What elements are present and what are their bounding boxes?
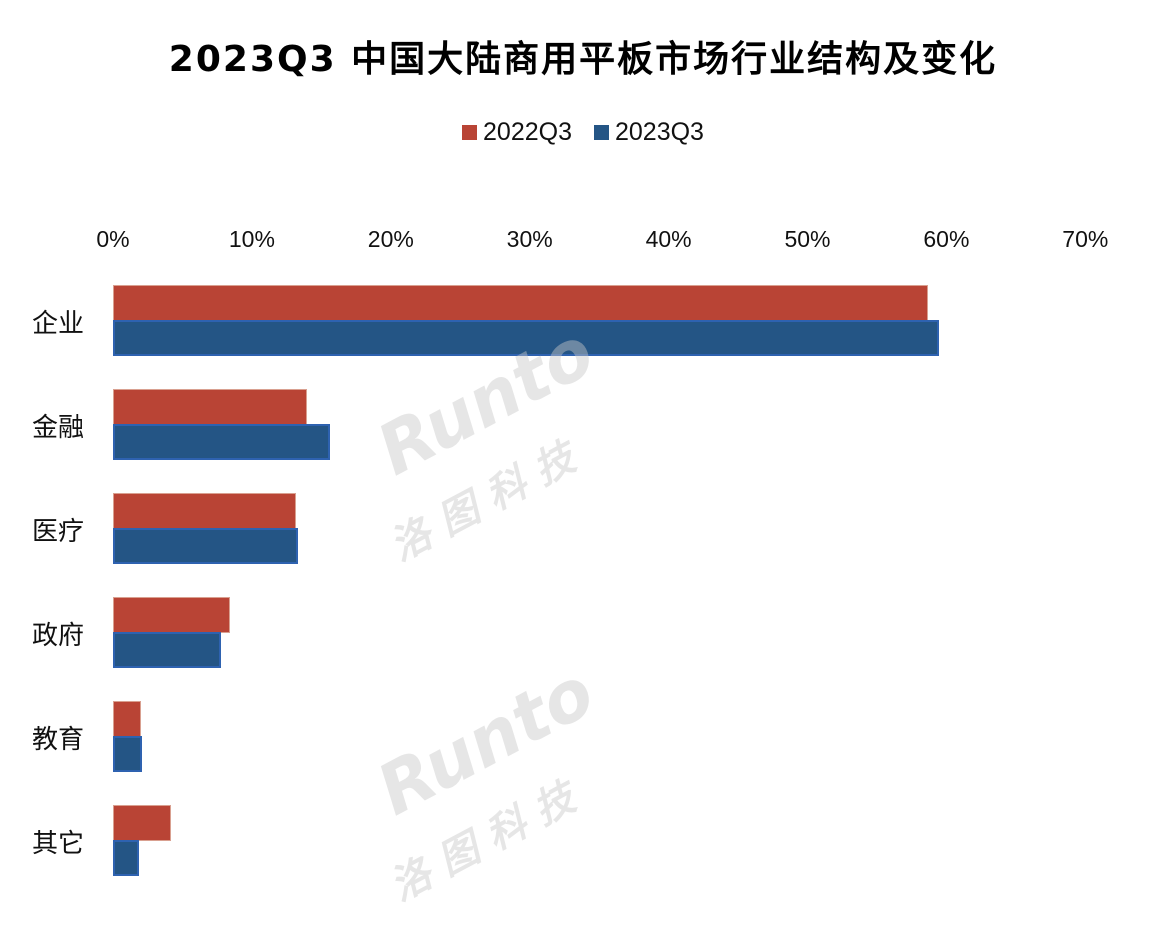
category-label: 政府: [32, 621, 85, 651]
bar-2023q3: [113, 424, 330, 460]
category-label: 企业: [32, 309, 85, 339]
bar-2022q3: [113, 805, 172, 841]
legend-label: 2023Q3: [615, 118, 704, 146]
legend-item-2023q3: 2023Q3: [594, 118, 704, 147]
bar-2023q3: [113, 528, 298, 564]
bar-2023q3: [113, 736, 143, 772]
legend-label: 2022Q3: [483, 118, 572, 146]
bar-2022q3: [113, 701, 141, 737]
legend-item-2022q3: 2022Q3: [462, 118, 572, 147]
x-tick-label: 0%: [96, 226, 130, 252]
bar-2023q3: [113, 632, 222, 668]
x-tick-label: 40%: [645, 226, 692, 252]
x-tick-label: 30%: [506, 226, 553, 252]
bar-2022q3: [113, 493, 297, 529]
x-tick-label: 60%: [923, 226, 970, 252]
x-tick-label: 20%: [367, 226, 414, 252]
category-label: 金融: [32, 413, 85, 443]
bar-2023q3: [113, 320, 940, 356]
legend: 2022Q3 2023Q3: [0, 118, 1166, 147]
bar-2023q3: [113, 840, 140, 876]
chart-title: 2023Q3 中国大陆商用平板市场行业结构及变化: [168, 39, 998, 80]
category-label: 其它: [32, 829, 85, 859]
legend-swatch-2022q3: [462, 125, 478, 140]
bar-2022q3: [113, 285, 929, 321]
legend-swatch-2023q3: [594, 125, 609, 140]
x-tick-label: 50%: [784, 226, 831, 252]
bar-2022q3: [113, 597, 230, 633]
category-label: 医疗: [32, 517, 85, 547]
x-tick-label: 10%: [228, 226, 275, 252]
x-tick-label: 70%: [1062, 226, 1109, 252]
category-label: 教育: [32, 725, 85, 755]
bar-2022q3: [113, 389, 308, 425]
